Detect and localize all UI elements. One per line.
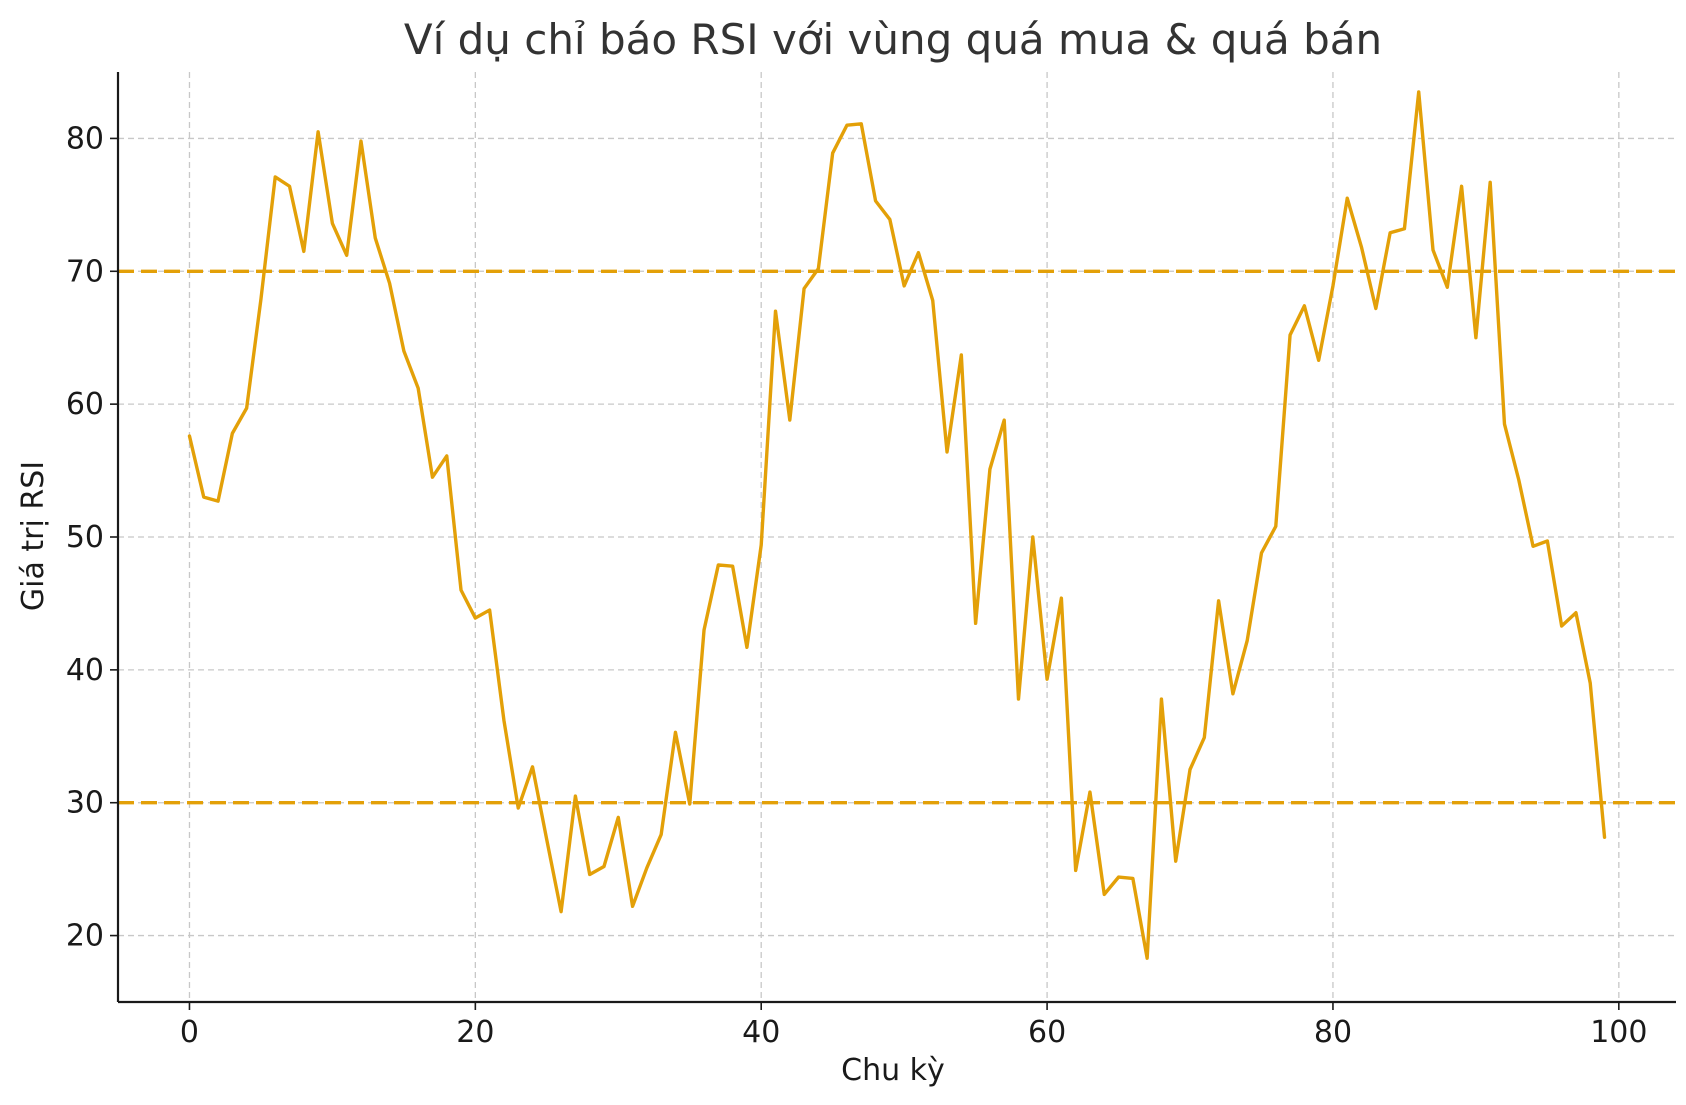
y-tick-label: 20 <box>66 919 104 954</box>
y-tick-label: 60 <box>66 387 104 422</box>
x-axis-label: Chu kỳ <box>841 1053 945 1088</box>
y-tick-label: 40 <box>66 653 104 688</box>
reference-lines <box>118 269 1676 805</box>
y-tick-label: 70 <box>66 254 104 289</box>
x-tick-label: 80 <box>1314 1015 1352 1050</box>
y-tick-label: 50 <box>66 520 104 555</box>
rsi-series-line <box>187 90 1607 960</box>
series-layer <box>187 90 1607 960</box>
x-tick-label: 20 <box>456 1015 494 1050</box>
y-axis-label: Giá trị RSI <box>16 461 51 611</box>
y-tick-label: 30 <box>66 786 104 821</box>
x-tick-label: 40 <box>742 1015 780 1050</box>
ticks: 0 20 40 60 80 100 20 30 40 50 60 70 80 <box>66 121 1648 1050</box>
chart-title: Ví dụ chỉ báo RSI với vùng quá mua & quá… <box>404 15 1382 64</box>
x-tick-label: 0 <box>180 1015 199 1050</box>
x-tick-label: 60 <box>1028 1015 1066 1050</box>
y-tick-label: 80 <box>66 121 104 156</box>
x-tick-label: 100 <box>1590 1015 1647 1050</box>
